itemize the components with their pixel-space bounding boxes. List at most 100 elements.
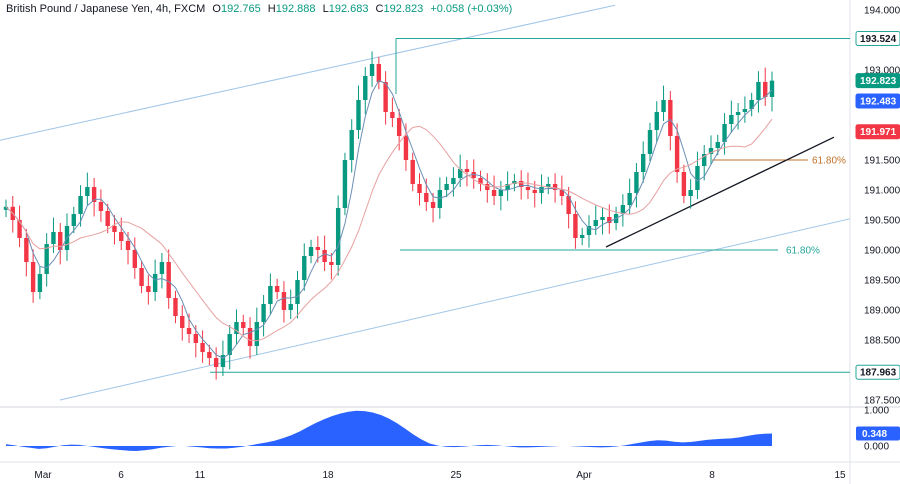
y-tick-label: 189.500 <box>864 276 900 287</box>
candle-body <box>342 160 348 208</box>
price-badge-level: 193.524 <box>855 31 900 47</box>
candle-body <box>146 286 151 292</box>
candle-body <box>478 178 483 184</box>
y-tick-label: 190.500 <box>864 216 900 227</box>
candle-body <box>735 112 741 115</box>
candle-body <box>756 82 761 100</box>
candle-body <box>417 184 422 193</box>
candle-body <box>674 136 680 172</box>
candle-body <box>437 190 443 208</box>
x-tick-label: 6 <box>118 470 124 481</box>
candle-body <box>78 196 83 214</box>
price-badge-text: 191.971 <box>860 127 897 138</box>
candle-body <box>491 190 497 196</box>
price-badge-text: 192.483 <box>860 97 897 108</box>
y-tick-label: 187.500 <box>864 396 900 407</box>
candle-body <box>295 280 300 304</box>
candle-body <box>451 178 456 184</box>
x-tick-label: 8 <box>709 470 715 481</box>
oscillator-area <box>6 410 772 451</box>
candle-body <box>627 193 632 205</box>
candle-body <box>58 232 63 250</box>
price-badge-box <box>855 73 900 89</box>
candle-body <box>200 343 205 352</box>
candle-body <box>173 298 178 316</box>
price-badge-box <box>855 124 900 140</box>
price-badge-level: 187.963 <box>855 364 900 380</box>
candle-body <box>471 172 476 178</box>
fast-moving-average <box>5 79 773 359</box>
candle-body <box>763 82 768 97</box>
candle-body <box>600 217 605 220</box>
candle-body <box>24 238 29 262</box>
candle-body <box>152 274 158 292</box>
candle-body <box>634 172 639 193</box>
y-tick-label: 194.000 <box>864 6 900 17</box>
candle-body <box>220 355 226 367</box>
candle-body <box>620 205 626 214</box>
candle-body <box>715 142 720 148</box>
price-badge-text: 192.823 <box>860 76 897 87</box>
candle-body <box>681 172 687 196</box>
candle-body <box>159 262 165 274</box>
candle-body <box>376 64 382 82</box>
candle-body <box>539 187 544 193</box>
x-tick-label: Apr <box>576 470 592 481</box>
candle-body <box>51 232 56 244</box>
candle-body <box>647 130 653 154</box>
candle-body <box>668 100 673 136</box>
x-tick-label: Mar <box>34 470 52 481</box>
candle-body <box>688 190 693 196</box>
candle-body <box>329 262 334 265</box>
candle-body <box>505 184 510 190</box>
x-tick-label: 18 <box>322 470 334 481</box>
channel-upper-line <box>0 4 616 141</box>
candle-body <box>349 130 354 160</box>
price-badge-slow_ma: 191.971 <box>855 124 900 140</box>
candle-body <box>383 82 388 112</box>
price-badge-last: 192.823 <box>855 73 900 89</box>
oscillator-tick-label: 0.000 <box>864 442 889 453</box>
high-label: H <box>267 3 276 15</box>
candle-body <box>247 328 253 346</box>
candle-body <box>586 226 592 235</box>
candle-body <box>654 112 659 130</box>
candle-body <box>193 334 199 343</box>
candle-body <box>396 118 402 136</box>
close-label: C <box>375 3 384 15</box>
price-badge-text: 193.524 <box>860 34 897 45</box>
candle-body <box>281 292 287 310</box>
candle-body <box>261 304 266 322</box>
candle-body <box>444 184 449 190</box>
symbol-title[interactable]: British Pound / Japanese Yen, 4h, FXCM <box>6 3 206 15</box>
candle-body <box>729 115 734 124</box>
fib-label-lower: 61.80% <box>786 246 820 257</box>
candle-body <box>641 154 646 172</box>
candle-body <box>234 322 239 334</box>
candle-body <box>695 166 700 190</box>
candle-body <box>390 112 395 118</box>
candle-body <box>356 100 361 130</box>
y-tick-label: 189.000 <box>864 306 900 317</box>
open-value: 192.765 <box>220 3 261 15</box>
candle-body <box>607 217 612 223</box>
oscillator-badge-text: 0.348 <box>862 429 887 440</box>
candle-body <box>268 286 273 304</box>
candle-body <box>335 208 341 265</box>
x-tick-label: 15 <box>834 470 846 481</box>
change-value: +0.058 (+0.03%) <box>430 3 513 15</box>
x-tick-label: 11 <box>195 470 206 481</box>
candle-body <box>369 64 375 76</box>
rising-trendline <box>605 136 835 248</box>
candle-body <box>119 232 124 241</box>
chart-header: British Pound / Japanese Yen, 4h, FXCM O… <box>6 3 512 15</box>
price-badge-text: 187.963 <box>860 368 897 379</box>
candle-body <box>661 100 666 112</box>
fib-label-upper: 61.80% <box>812 156 846 167</box>
candle-body <box>98 202 104 211</box>
candle-body <box>71 214 76 226</box>
candle-body <box>180 316 185 328</box>
candle-body <box>274 286 280 292</box>
candle-body <box>559 190 565 196</box>
